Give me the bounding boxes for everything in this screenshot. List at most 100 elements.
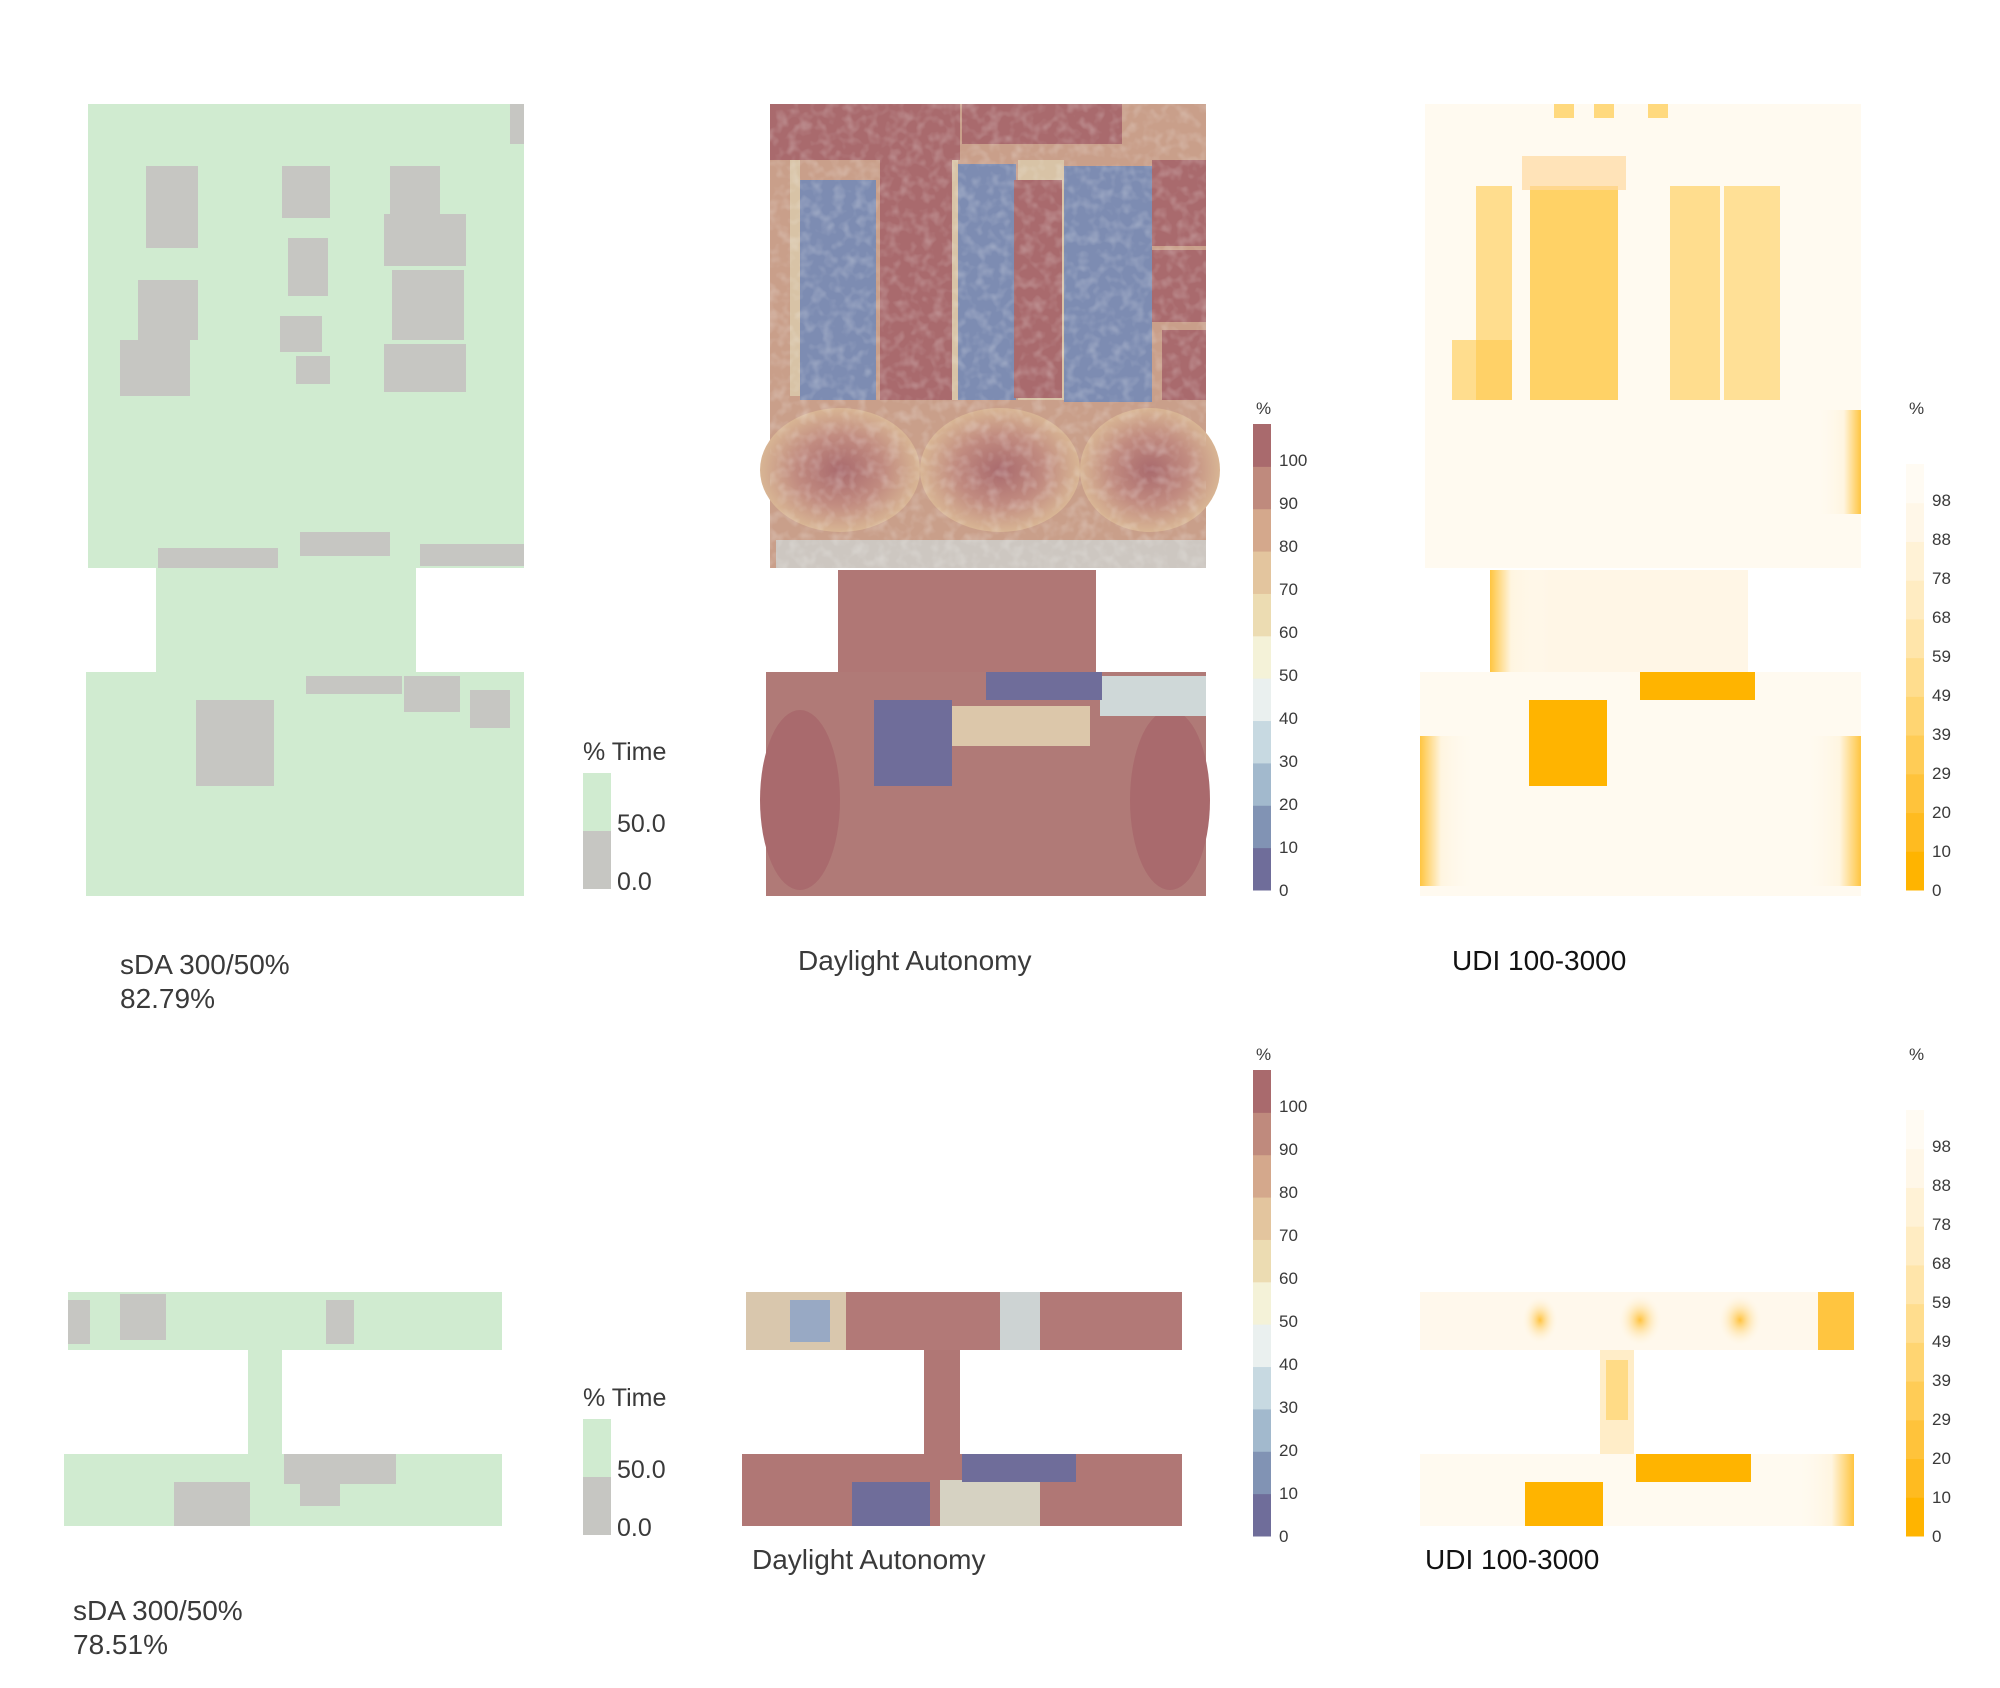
udi-legend-1-swatches	[1906, 464, 1924, 891]
sda-2-stem	[248, 1350, 282, 1454]
da-legend-1-tick-10: 0	[1279, 881, 1288, 900]
sda-legend-1-title: % Time	[583, 738, 666, 766]
udi-1-caption: UDI 100-3000	[1452, 945, 1627, 976]
sda-legend-2-pass-swatch	[583, 1419, 611, 1477]
da-legend-2-swatch-0	[1253, 1493, 1271, 1537]
da-legend-2-tick-7: 30	[1279, 1398, 1298, 1417]
udi-legend-1-tick-5: 49	[1932, 686, 1951, 705]
da-legend-1-tick-9: 10	[1279, 838, 1298, 857]
udi-2-full-block-a	[1525, 1482, 1603, 1526]
da-legend-2-swatch-7	[1253, 1197, 1271, 1240]
sda-legend-1-tick-50: 50.0	[617, 810, 666, 838]
udi-legend-2-swatches	[1906, 1110, 1924, 1537]
da-2-caption: Daylight Autonomy	[752, 1544, 986, 1575]
da-legend-2-tick-0: 100	[1279, 1097, 1307, 1116]
da-legend-2-swatch-5	[1253, 1281, 1271, 1325]
udi-legend-1-swatch-5	[1906, 657, 1924, 697]
da-legend-1-swatch-4	[1253, 678, 1271, 722]
udi-legend-1-swatch-0	[1906, 851, 1924, 891]
da-1-middle-block	[838, 570, 1096, 672]
da-legend-1-swatch-3	[1253, 720, 1271, 764]
da-legend-1-swatch-0	[1253, 847, 1271, 891]
sda-heatmap-1	[86, 104, 524, 896]
da-legend-1-swatch-2	[1253, 762, 1271, 806]
udi-legend-1-tick-1: 88	[1932, 530, 1951, 549]
sda-legend-2-title: % Time	[583, 1384, 666, 1412]
da-legend-1-tick-2: 80	[1279, 537, 1298, 556]
sda-legend-2-tick-50: 50.0	[617, 1456, 666, 1484]
udi-legend-2-tick-6: 39	[1932, 1371, 1951, 1390]
sda-1-middle-block	[156, 568, 416, 672]
da-legend-1-swatch-5	[1253, 635, 1271, 679]
udi-legend-1-tick-0: 98	[1932, 491, 1951, 510]
da-legend-1-tick-4: 60	[1279, 623, 1298, 642]
sda-1-caption-title: sDA 300/50%	[120, 949, 290, 980]
udi-legend-2-tick-1: 88	[1932, 1176, 1951, 1195]
udi-legend-1-tick-3: 68	[1932, 608, 1951, 627]
legend-tick-labels: 1009080706050403020100988878685949392920…	[1279, 451, 1951, 1546]
da-legend-2-title: %	[1256, 1045, 1271, 1064]
da-legend-2-tick-8: 20	[1279, 1441, 1298, 1460]
sda-legend-1-pass-swatch	[583, 773, 611, 831]
udi-legend-2	[1906, 1110, 1924, 1537]
udi-legend-2-tick-2: 78	[1932, 1215, 1951, 1234]
da-legend-2-swatch-10	[1253, 1070, 1271, 1113]
sda-2-fail-areas	[68, 1294, 396, 1526]
sda-2-caption-title: sDA 300/50%	[73, 1595, 243, 1626]
udi-1-full-block-a	[1529, 700, 1607, 786]
udi-legend-2-swatch-6	[1906, 1264, 1924, 1305]
udi-legend-1-swatch-6	[1906, 618, 1924, 659]
da-legend-1-swatch-6	[1253, 593, 1271, 637]
da-2-dark-block-b	[962, 1454, 1076, 1482]
udi-legend-1-tick-9: 10	[1932, 842, 1951, 861]
udi-legend-2-tick-5: 49	[1932, 1332, 1951, 1351]
sda-legend-2	[583, 1419, 611, 1535]
sda-legend-2-tick-0: 0.0	[617, 1514, 652, 1542]
da-legend-1-tick-3: 70	[1279, 580, 1298, 599]
da-legend-2-tick-5: 50	[1279, 1312, 1298, 1331]
da-legend-2-tick-10: 0	[1279, 1527, 1288, 1546]
da-legend-2-swatch-4	[1253, 1324, 1271, 1368]
da-legend-2-tick-2: 80	[1279, 1183, 1298, 1202]
udi-legend-1	[1906, 464, 1924, 891]
da-legend-1-swatch-1	[1253, 805, 1271, 849]
da-legend-2-tick-9: 10	[1279, 1484, 1298, 1503]
da-2-stem	[924, 1350, 960, 1454]
udi-legend-1-tick-6: 39	[1932, 725, 1951, 744]
da-legend-2-swatch-1	[1253, 1451, 1271, 1495]
udi-legend-2-tick-4: 59	[1932, 1293, 1951, 1312]
da-heatmap-2	[742, 1292, 1182, 1526]
udi-legend-1-swatch-10	[1906, 464, 1924, 504]
sda-1-fail-areas	[120, 104, 524, 786]
udi-legend-2-swatch-0	[1906, 1497, 1924, 1537]
udi-legend-2-tick-3: 68	[1932, 1254, 1951, 1273]
da-1-dark-block-b	[986, 672, 1102, 700]
udi-legend-1-tick-4: 59	[1932, 647, 1951, 666]
udi-legend-1-tick-2: 78	[1932, 569, 1951, 588]
udi-legend-2-swatch-5	[1906, 1303, 1924, 1343]
da-1-caption: Daylight Autonomy	[798, 945, 1032, 976]
udi-legend-2-swatch-10	[1906, 1110, 1924, 1150]
udi-legend-2-tick-7: 29	[1932, 1410, 1951, 1429]
udi-legend-1-swatch-4	[1906, 696, 1924, 736]
udi-legend-2-tick-0: 98	[1932, 1137, 1951, 1156]
da-legend-1-tick-8: 20	[1279, 795, 1298, 814]
udi-legend-2-tick-8: 20	[1932, 1449, 1951, 1468]
da-1-dark-block-a	[874, 700, 952, 786]
da-legend-2-tick-6: 40	[1279, 1355, 1298, 1374]
da-legend-2-swatch-8	[1253, 1154, 1271, 1198]
da-legend-2-tick-1: 90	[1279, 1140, 1298, 1159]
udi-2-full-block-b	[1636, 1454, 1751, 1482]
udi-legend-1-swatch-3	[1906, 735, 1924, 775]
udi-2-caption: UDI 100-3000	[1425, 1544, 1600, 1575]
udi-legend-2-swatch-8	[1906, 1187, 1924, 1227]
sda-2-bottom-bar	[64, 1454, 502, 1526]
da-legend-2-swatch-9	[1253, 1112, 1271, 1156]
da-legend-2-swatches	[1253, 1070, 1271, 1537]
da-2-dark-block-a	[852, 1482, 930, 1526]
udi-legend-1-swatch-7	[1906, 580, 1924, 620]
da-legend-1-swatch-10	[1253, 424, 1271, 467]
udi-legend-1-title: %	[1909, 399, 1924, 418]
sda-2-caption-value: 78.51%	[73, 1629, 168, 1660]
udi-legend-1-tick-7: 29	[1932, 764, 1951, 783]
